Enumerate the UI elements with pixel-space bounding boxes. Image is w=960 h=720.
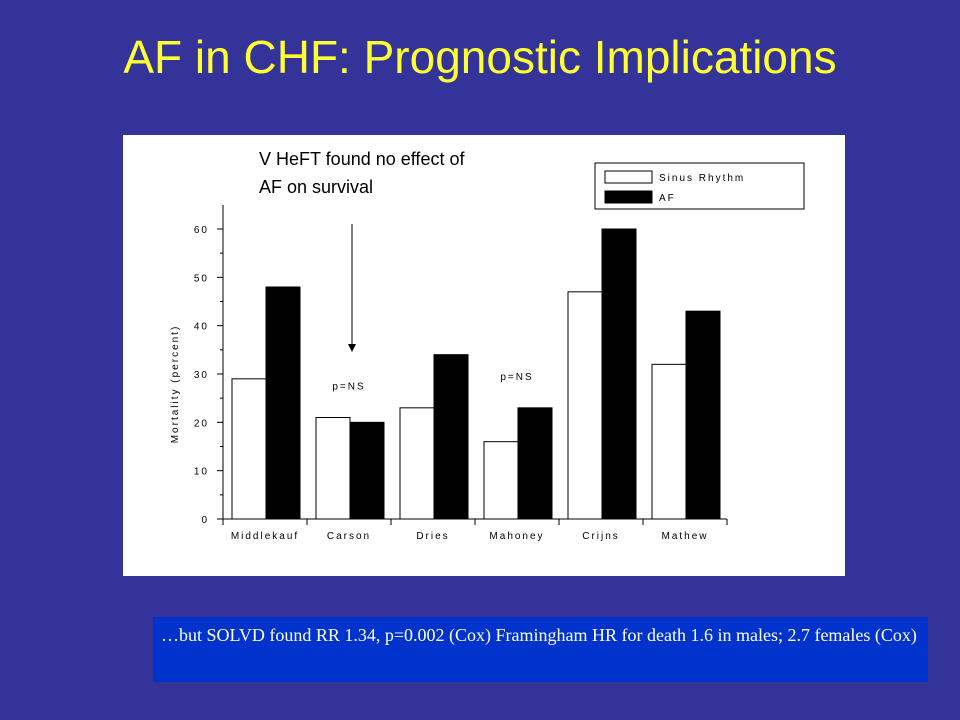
x-tick-label: Carson	[327, 531, 371, 542]
x-tick-label: Crijns	[582, 531, 620, 542]
plot-area: 0 10 20 30 40 50 60 Mortality (percent) Middleka…	[170, 205, 728, 542]
bar-sinus-rhythm-middlekauf	[231, 378, 267, 520]
y-tick-label: 0	[201, 515, 209, 526]
annotation-pns: p=NS	[500, 372, 533, 383]
y-tick-label: 20	[194, 418, 209, 429]
bar-af-mahoney	[517, 407, 553, 520]
y-tick-label: 50	[194, 273, 209, 284]
bar-af-crijns	[601, 228, 637, 520]
bar-af-middlekauf	[265, 286, 301, 520]
x-tick-label: Mathew	[661, 531, 708, 542]
bar-sinus-rhythm-mathew	[651, 363, 687, 520]
annotation-line-2: AF on survival	[259, 177, 373, 197]
legend-label-sinus-rhythm: Sinus Rhythm	[659, 173, 745, 184]
chart-panel: V HeFT found no effect of AF on survival…	[123, 135, 845, 576]
bar-sinus-rhythm-mahoney	[483, 441, 519, 520]
bar-sinus-rhythm-dries	[399, 407, 435, 520]
annotation-line-1: V HeFT found no effect of	[259, 149, 465, 169]
y-tick-label: 60	[194, 225, 209, 236]
bar-af-mathew	[685, 310, 721, 520]
y-tick-label: 10	[194, 467, 209, 478]
slide-title: AF in CHF: Prognostic Implications	[123, 31, 837, 83]
annotation-pns: p=NS	[332, 382, 365, 393]
x-tick-label: Middlekauf	[231, 531, 299, 542]
legend-swatch-sinus-rhythm	[604, 170, 653, 184]
y-tick-label: 30	[194, 370, 209, 381]
y-axis-label: Mortality (percent)	[170, 325, 181, 444]
bar-af-dries	[433, 354, 469, 520]
bar-chart: V HeFT found no effect of AF on survival…	[170, 149, 805, 542]
chart-legend: Sinus Rhythm AF	[594, 162, 805, 210]
y-tick-label: 40	[194, 322, 209, 333]
legend-label-af: AF	[659, 193, 676, 204]
arrow-head	[348, 344, 356, 352]
bar-af-carson	[349, 421, 385, 520]
legend-swatch-af	[604, 190, 653, 204]
x-tick-label: Dries	[416, 531, 449, 542]
bar-sinus-rhythm-crijns	[567, 291, 603, 520]
x-tick-label: Mahoney	[489, 531, 544, 542]
note-box: …but SOLVD found RR 1.34, p=0.002 (Cox) …	[153, 617, 928, 682]
bar-sinus-rhythm-carson	[315, 417, 351, 520]
